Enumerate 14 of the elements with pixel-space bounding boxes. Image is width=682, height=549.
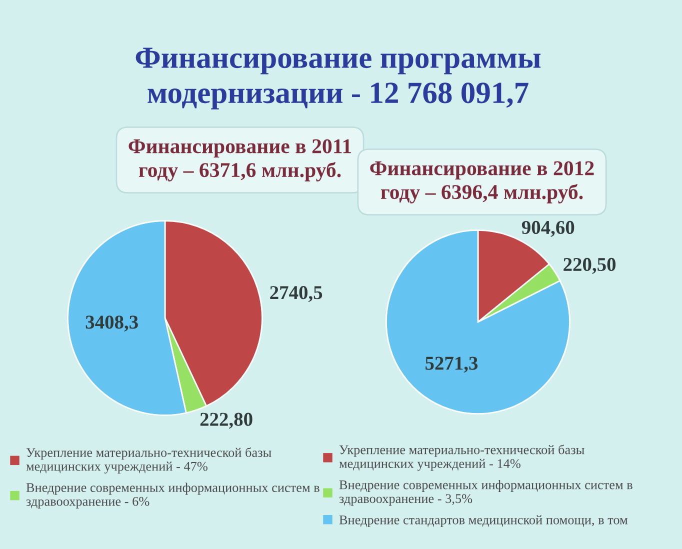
legend-label: Укрепление материально-технической базы медицинских учреждений - 14% bbox=[339, 444, 584, 471]
chart-subtitle: Финансирование в 2012 году – 6396,4 млн.руб. bbox=[370, 161, 594, 204]
data-label: 2740,5 bbox=[270, 286, 322, 302]
legend-label: Внедрение современных информационных систем в здравоохранение - 3,5% bbox=[339, 480, 632, 506]
chart-title: Финансирование программы модернизации - 12 768 091,7 bbox=[136, 48, 541, 110]
data-label: 904,60 bbox=[522, 220, 574, 237]
data-label: 220,50 bbox=[564, 258, 616, 274]
data-label: 5271,3 bbox=[426, 356, 478, 373]
chart-subtitle: Финансирование в 2011 году – 6371,6 млн.руб. bbox=[128, 139, 351, 182]
legend-label: Внедрение стандартов медицинской помощи, в том bbox=[339, 515, 628, 528]
data-label: 222,80 bbox=[200, 412, 252, 429]
legend-label: Укрепление материально-технической базы медицинских учреждений - 47% bbox=[26, 447, 272, 474]
legend-label: Внедрение современных информационных систем в здравоохранение - 6% bbox=[26, 482, 320, 509]
data-label: 3408,3 bbox=[86, 316, 138, 332]
